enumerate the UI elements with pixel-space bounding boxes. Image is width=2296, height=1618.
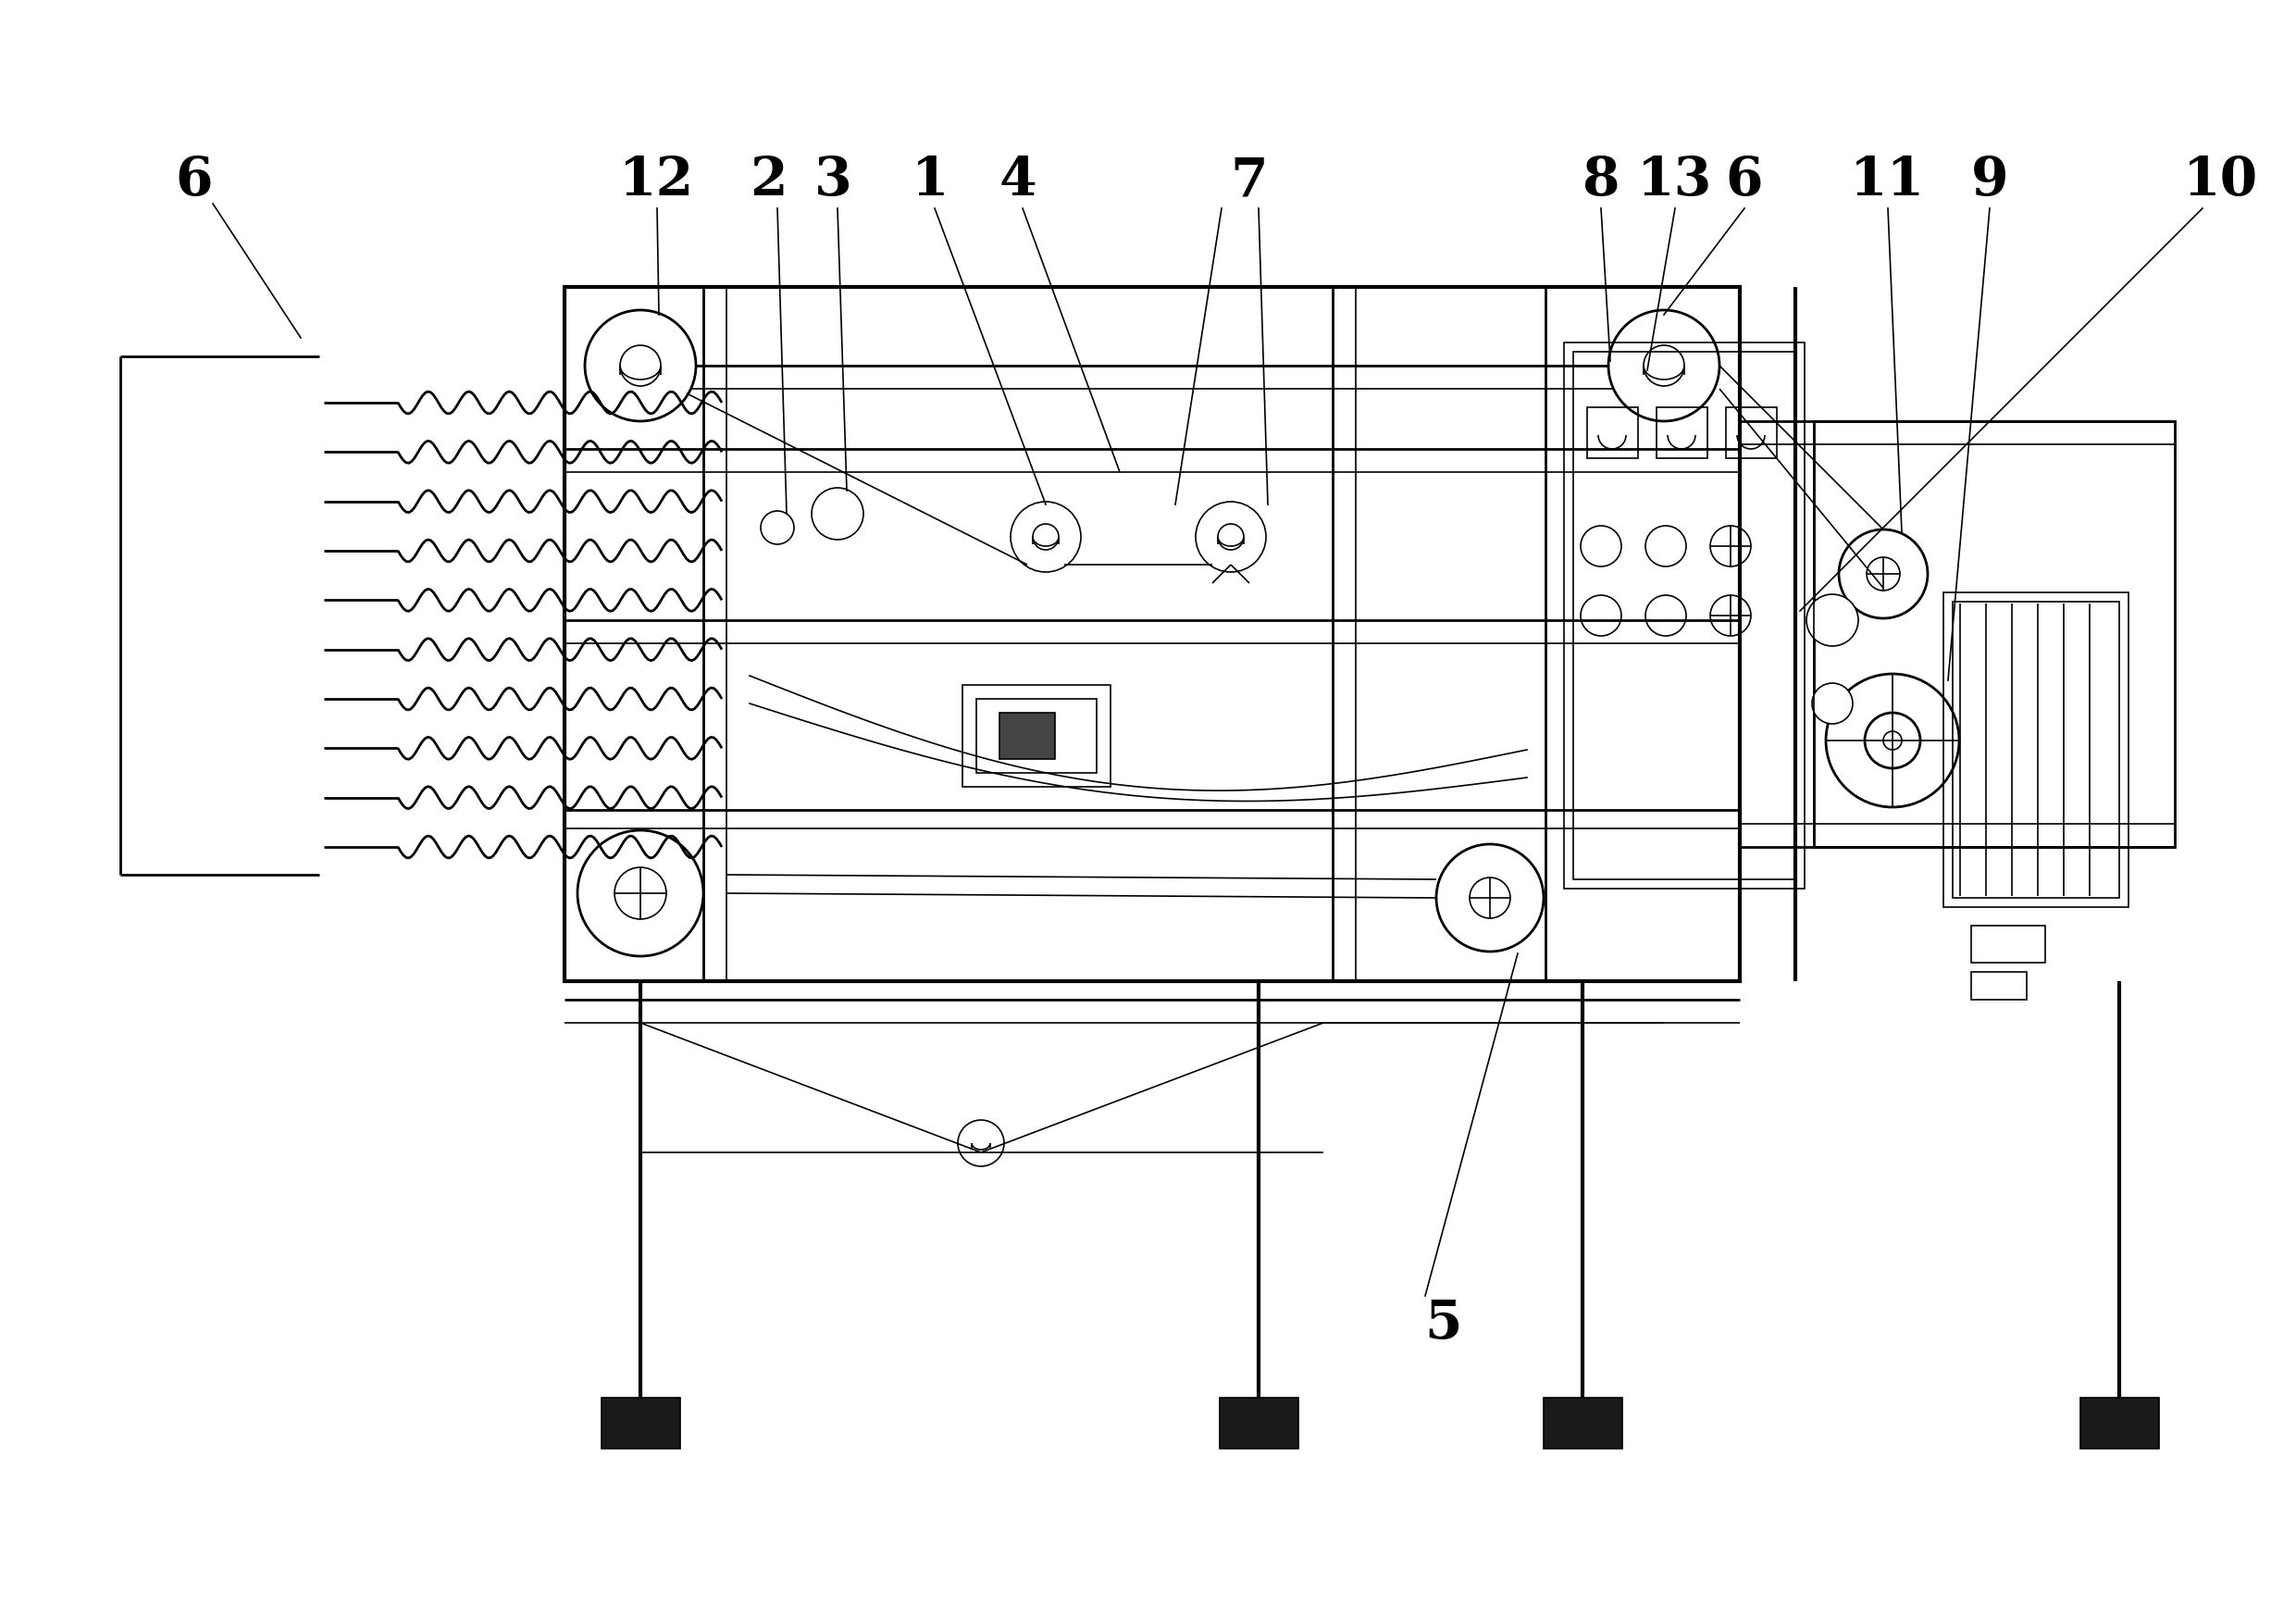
Circle shape (615, 867, 666, 919)
Bar (1972, 925, 2046, 963)
Bar (565, 286, 1740, 981)
Text: 3: 3 (815, 155, 852, 207)
Text: 10: 10 (2183, 155, 2259, 207)
Bar (1814, 421, 2174, 846)
Text: 1: 1 (912, 155, 948, 207)
Circle shape (579, 830, 703, 956)
Circle shape (585, 311, 696, 421)
Circle shape (957, 1120, 1003, 1167)
Circle shape (1839, 529, 1929, 618)
Bar (1655, 408, 1708, 458)
Text: 7: 7 (1231, 155, 1267, 207)
Circle shape (1196, 502, 1265, 573)
Bar (1564, 343, 1805, 888)
Circle shape (1469, 877, 1511, 919)
Circle shape (1217, 524, 1244, 550)
Text: 2: 2 (748, 155, 788, 207)
Bar (976, 699, 1097, 773)
Text: 5: 5 (1426, 1298, 1463, 1349)
Text: 11: 11 (1851, 155, 1926, 207)
Text: 12: 12 (620, 155, 696, 207)
Bar (1587, 408, 1637, 458)
Bar (999, 714, 1054, 759)
Text: 13: 13 (1637, 155, 1713, 207)
Bar (1972, 972, 2027, 1000)
Bar (602, 1398, 680, 1448)
Text: 6: 6 (1727, 155, 1763, 207)
Text: 4: 4 (999, 155, 1038, 207)
Circle shape (1864, 714, 1919, 769)
Circle shape (760, 511, 794, 544)
Circle shape (810, 487, 863, 540)
Circle shape (1033, 524, 1058, 550)
Circle shape (1609, 311, 1720, 421)
Circle shape (1883, 731, 1901, 749)
Bar (962, 684, 1111, 786)
Circle shape (620, 345, 661, 387)
Bar (1727, 408, 1777, 458)
Circle shape (1807, 594, 1857, 646)
Circle shape (1437, 845, 1543, 951)
Bar (1952, 602, 2119, 898)
Bar (2080, 1398, 2158, 1448)
Bar (1942, 592, 2128, 908)
Text: 6: 6 (174, 155, 214, 207)
Circle shape (1825, 673, 1958, 807)
Circle shape (1812, 683, 1853, 723)
Text: 9: 9 (1970, 155, 2009, 207)
Circle shape (1644, 345, 1685, 387)
Circle shape (1010, 502, 1081, 573)
Bar (1573, 351, 1795, 879)
Circle shape (1867, 557, 1899, 591)
Bar (1219, 1398, 1297, 1448)
Text: 8: 8 (1582, 155, 1619, 207)
Bar (1543, 1398, 1623, 1448)
